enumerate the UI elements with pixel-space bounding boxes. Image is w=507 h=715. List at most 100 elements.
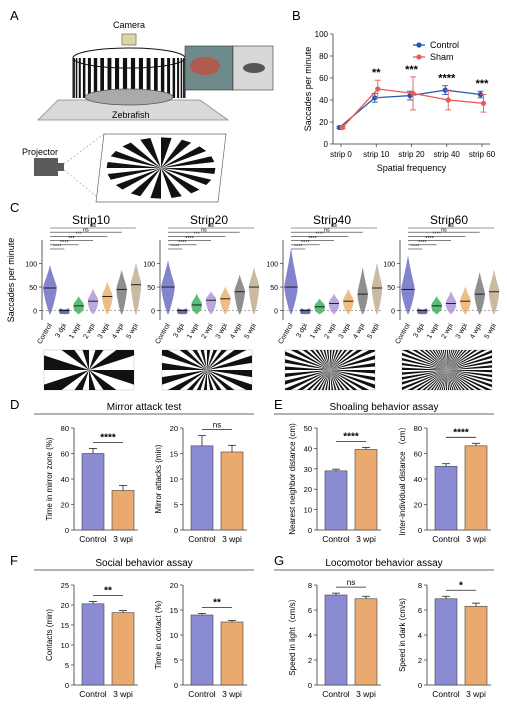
bar-subplot: 0 5 10 15 20 Time in contact (%) Control 3 wpi *… <box>154 581 247 699</box>
drum-stripe <box>82 58 86 98</box>
y-tick-label: 60 <box>61 450 69 459</box>
stripe-spoke <box>447 350 453 370</box>
x-tick-label: Control <box>394 322 412 345</box>
pinwheel-spoke <box>161 139 192 168</box>
significance-label: ** <box>213 598 221 609</box>
stripe-spoke <box>427 370 447 390</box>
panel-label-a: A <box>10 8 19 23</box>
y-tick-label: 80 <box>414 424 422 433</box>
stripe-spoke <box>44 355 89 370</box>
y-axis-label: Nearest neighbor distance (cm) <box>288 423 297 535</box>
significance-label: ns <box>213 421 221 430</box>
x-tick-label: Control <box>79 689 107 699</box>
data-point <box>410 90 416 96</box>
stripe-spoke <box>330 370 370 390</box>
bracket-label: **** <box>185 236 194 242</box>
bracket-label: ns <box>90 223 96 229</box>
stripe-spoke <box>323 350 330 370</box>
bracket-label: **** <box>418 240 427 246</box>
panel-d-title: Mirror attack test <box>107 402 182 413</box>
stripe-spoke <box>89 370 96 390</box>
violin <box>234 275 245 315</box>
y-tick-label: 0 <box>324 140 329 149</box>
panel-label-d: D <box>10 397 19 412</box>
stripe-spoke <box>416 370 447 390</box>
bar <box>354 598 378 686</box>
stripe-spoke <box>187 370 207 390</box>
bar <box>464 445 488 531</box>
bar <box>111 490 135 531</box>
y-tick-label: 60 <box>414 450 422 459</box>
bracket-label: **** <box>60 240 69 246</box>
violin <box>431 295 442 315</box>
stripe-spoke <box>61 350 89 370</box>
stripe-spoke <box>424 350 447 370</box>
y-axis-label: Contacts (min) <box>45 609 54 661</box>
y-axis-label: Speed in dark (cm/s) <box>398 598 407 672</box>
stripe-spoke <box>207 350 227 370</box>
violin <box>73 295 84 315</box>
x-tick-label: 1 wpi <box>186 322 200 340</box>
violin <box>102 281 113 315</box>
panel-b-line-chart: B 0 20 40 60 80 100 strip 0 strip 10 strip 20 str… <box>292 8 496 173</box>
drum-stripe <box>177 58 180 98</box>
bracket-label: **** <box>53 244 62 250</box>
x-tick-label: 3 dpi <box>54 322 68 339</box>
y-tick-label: 20 <box>319 118 328 127</box>
x-tick-label: Control <box>188 689 216 699</box>
y-axis-label: Inter-individual distance （cm） <box>398 423 407 536</box>
x-tick-label: 3 wpi <box>222 689 242 699</box>
stripe-spoke <box>447 350 464 370</box>
drum-stripe <box>130 58 136 98</box>
bracket-label: **** <box>294 244 303 250</box>
stripe-spoke <box>440 350 447 370</box>
fish-eye-icon <box>190 57 220 75</box>
x-tick-label: 5 wpi <box>483 322 497 340</box>
stripe-spoke <box>207 350 211 370</box>
pinwheel-spoke <box>115 168 161 190</box>
bracket-label: **** <box>432 232 441 238</box>
y-tick-label: 20 <box>414 501 422 510</box>
pinwheel-spoke <box>161 168 212 185</box>
stripe-spoke <box>330 350 354 370</box>
x-tick-label: 2 wpi <box>323 322 337 340</box>
significance-label: ns <box>347 578 355 587</box>
stripe-spoke <box>402 370 447 380</box>
significance-label: **** <box>343 431 359 442</box>
bracket-label: *** <box>75 232 82 238</box>
y-tick-label: 100 <box>383 262 395 269</box>
panel-e-title: Shoaling behavior assay <box>330 402 439 413</box>
y-tick-label: 4 <box>308 631 312 640</box>
x-tick-label: 3 wpi <box>215 322 229 340</box>
stripe-spoke <box>447 360 492 370</box>
y-tick-label: 6 <box>418 606 422 615</box>
stripe-spoke <box>89 350 104 370</box>
dish-icon <box>84 88 174 106</box>
y-tick-label: 40 <box>304 444 312 453</box>
stripe-spoke <box>402 362 447 370</box>
x-tick-label: 5 wpi <box>366 322 380 340</box>
x-tick-label: 5 wpi <box>125 322 139 340</box>
stripe-spoke <box>330 370 337 390</box>
y-axis-label: Time in mirror zone (%) <box>45 437 54 521</box>
drum-stripe <box>73 58 75 98</box>
legend-label: Control <box>430 40 459 50</box>
stripe-spoke <box>447 355 492 370</box>
y-tick-label: 40 <box>61 475 69 484</box>
x-tick-label: 4 wpi <box>111 322 125 340</box>
violin <box>474 272 485 315</box>
x-tick-label: 3 wpi <box>338 322 352 340</box>
x-tick-label: 3 wpi <box>356 534 376 544</box>
drum-stripe <box>75 58 78 98</box>
stripe-spoke <box>445 370 447 390</box>
legend-label: Sham <box>430 52 454 62</box>
stripe-spoke <box>330 362 375 370</box>
stripe-spoke <box>433 370 447 390</box>
x-tick-label: 4 wpi <box>229 322 243 340</box>
pinwheel-spoke <box>161 146 207 168</box>
stripe-spoke <box>285 359 330 370</box>
stripe-spoke <box>330 355 375 370</box>
pinwheel-spoke <box>161 168 216 174</box>
bar-subplot: 0 5 10 15 20 Mirror attacks (min) Control 3 wpi… <box>154 421 247 544</box>
stripe-spoke <box>430 370 447 390</box>
